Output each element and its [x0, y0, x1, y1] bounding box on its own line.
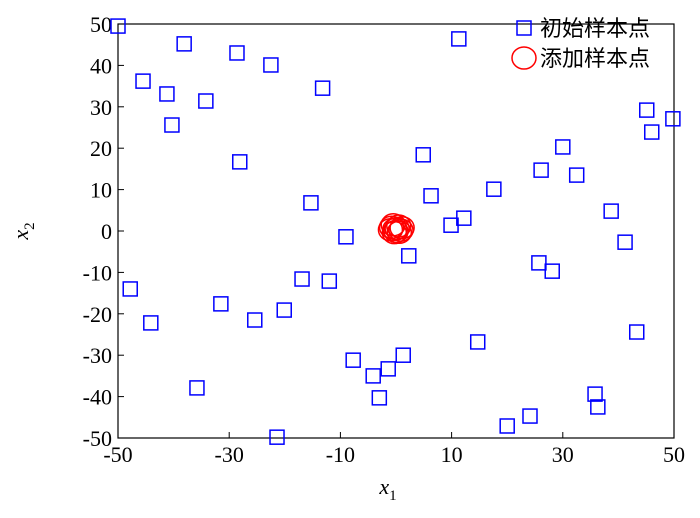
point	[568, 167, 585, 183]
legend-marker	[516, 20, 532, 36]
point	[628, 324, 645, 340]
point	[345, 352, 361, 368]
point	[269, 429, 285, 445]
point	[213, 296, 229, 312]
x-tick-label: -50	[103, 442, 132, 467]
point	[159, 86, 175, 102]
y-tick-label: -20	[83, 302, 112, 327]
y-tick-label: -30	[83, 343, 112, 368]
legend-label: 初始样本点	[540, 16, 650, 41]
point	[135, 73, 151, 89]
point	[198, 93, 214, 109]
point	[617, 234, 633, 250]
point	[247, 312, 263, 328]
point	[522, 408, 538, 424]
x-tick-label: -10	[326, 442, 355, 467]
point	[603, 203, 619, 219]
point	[365, 368, 381, 384]
y-tick-label: 0	[101, 219, 112, 244]
point	[401, 248, 417, 264]
point	[451, 31, 467, 47]
point	[294, 271, 310, 287]
x-axis-label: x1	[378, 474, 396, 504]
point	[229, 45, 245, 61]
point	[143, 315, 159, 331]
point	[395, 347, 411, 363]
y-tick-label: 10	[90, 178, 112, 203]
y-axis-label: x2	[8, 222, 38, 240]
point	[531, 255, 547, 271]
point	[110, 18, 126, 34]
y-tick-label: -10	[83, 260, 112, 285]
point	[176, 36, 192, 52]
point	[314, 80, 331, 96]
point	[164, 117, 180, 133]
point	[555, 139, 571, 155]
point	[386, 220, 413, 244]
point	[533, 162, 549, 178]
point	[443, 217, 459, 233]
point	[665, 111, 681, 127]
legend-label: 添加样本点	[540, 46, 650, 71]
x-tick-label: 10	[441, 442, 463, 467]
point	[415, 147, 431, 163]
point	[338, 229, 354, 245]
point	[382, 217, 408, 242]
plot-frame	[117, 23, 675, 439]
point	[276, 302, 292, 318]
point	[587, 386, 603, 402]
y-tick-label: -40	[83, 385, 112, 410]
point	[639, 102, 655, 118]
point	[469, 334, 486, 350]
point	[456, 210, 472, 226]
point	[122, 281, 138, 297]
y-tick-label: 30	[90, 95, 112, 120]
point	[544, 263, 560, 279]
x-tick-label: 30	[552, 442, 574, 467]
point	[232, 154, 248, 170]
point	[303, 195, 319, 211]
x-tick-label: -30	[215, 442, 244, 467]
y-tick-label: -50	[83, 426, 112, 451]
y-tick-label: 50	[90, 12, 112, 37]
legend-marker	[511, 46, 537, 70]
point	[321, 273, 338, 289]
point	[499, 418, 515, 434]
point	[644, 124, 660, 140]
point	[380, 361, 396, 377]
point	[423, 188, 439, 204]
point	[189, 380, 205, 396]
point	[371, 390, 388, 406]
point	[590, 399, 606, 415]
point	[263, 57, 279, 73]
point	[486, 181, 502, 197]
x-tick-label: 50	[663, 442, 685, 467]
y-tick-label: 20	[90, 136, 112, 161]
y-tick-label: 40	[90, 53, 112, 78]
